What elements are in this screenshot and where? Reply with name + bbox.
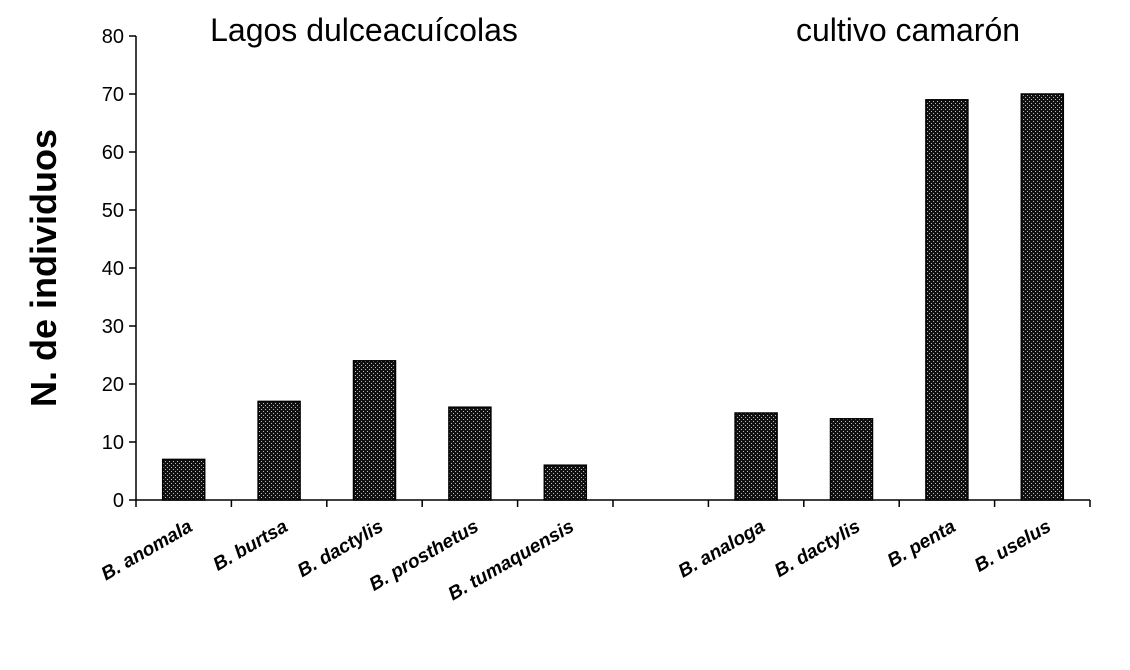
bar <box>352 360 397 501</box>
y-tick-label: 40 <box>102 258 124 280</box>
x-tick-label: B. analoga <box>675 516 769 582</box>
y-tick-label: 50 <box>102 200 124 222</box>
bar <box>734 412 778 501</box>
bar <box>543 464 588 501</box>
bar <box>829 418 874 501</box>
y-tick-label: 30 <box>102 316 124 338</box>
x-tick-label: B. uselus <box>971 516 1055 576</box>
bar <box>257 400 301 501</box>
y-tick-label: 10 <box>102 432 124 454</box>
y-tick-label: 70 <box>102 84 124 106</box>
group-label-lagos: Lagos dulceacuícolas <box>210 12 518 48</box>
y-tick-label: 60 <box>102 142 124 164</box>
x-tick-label: B. burtsa <box>210 516 292 576</box>
x-tick-label: B. penta <box>884 516 960 572</box>
y-axis-label: N. de individuos <box>23 129 64 407</box>
bar <box>161 458 206 501</box>
bar <box>925 99 969 501</box>
bar <box>1020 93 1065 501</box>
y-tick-label: 20 <box>102 374 124 396</box>
x-tick-label: B. dactylis <box>771 516 864 582</box>
y-tick-label: 0 <box>113 490 124 512</box>
y-tick-label: 80 <box>102 26 124 48</box>
group-label-cultivo: cultivo camarón <box>796 12 1020 48</box>
x-tick-label: B. anomala <box>98 516 197 585</box>
x-tick-label: B. dactylis <box>294 516 387 582</box>
bar <box>448 406 492 501</box>
